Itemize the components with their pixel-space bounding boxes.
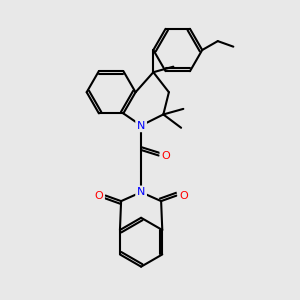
- Text: O: O: [161, 151, 170, 160]
- Text: O: O: [179, 190, 188, 201]
- Text: O: O: [94, 190, 103, 201]
- Text: N: N: [137, 187, 145, 197]
- Text: N: N: [137, 121, 145, 130]
